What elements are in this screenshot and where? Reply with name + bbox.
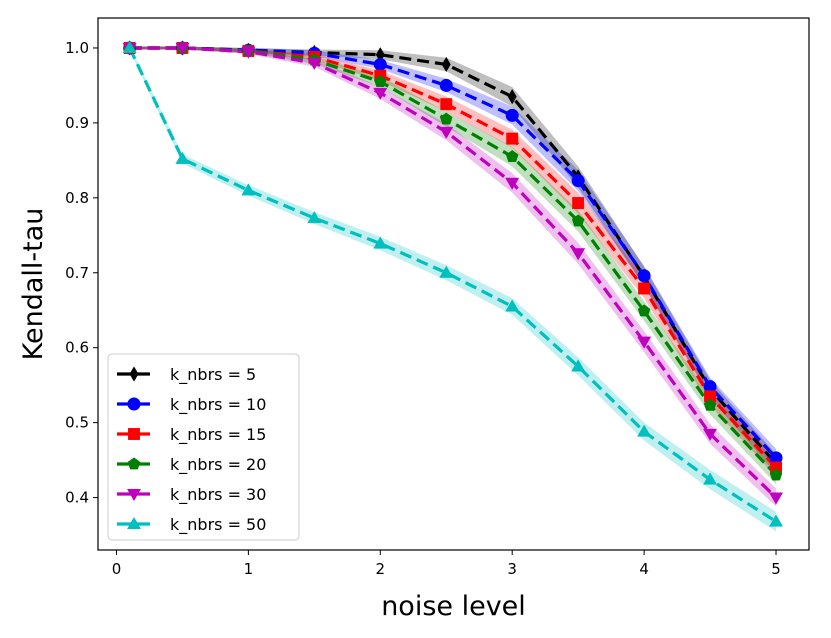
point-k-nbrs-50-2 [241, 183, 256, 196]
y-axis-title: Kendall-tau [18, 208, 49, 361]
point-k-nbrs-30-3 [307, 57, 322, 71]
legend-label-k-nbrs-15: k_nbrs = 15 [170, 425, 266, 445]
legend-label-k-nbrs-10: k_nbrs = 10 [170, 395, 266, 415]
legend-marker-k-nbrs-20 [127, 457, 141, 470]
legend-marker-k-nbrs-5 [129, 366, 139, 382]
point-k-nbrs-20-8 [637, 304, 651, 317]
legend-box [107, 353, 300, 541]
point-k-nbrs-20-6 [505, 150, 519, 162]
y-tick-label-3: 0.7 [65, 264, 89, 282]
point-k-nbrs-30-5 [439, 126, 454, 139]
y-tick-label-4: 0.8 [65, 189, 89, 207]
legend-marker-k-nbrs-15 [128, 428, 140, 440]
point-k-nbrs-20-9 [703, 398, 717, 411]
x-tick-label-2: 2 [376, 560, 386, 578]
x-tick-label-3: 3 [507, 560, 517, 578]
legend-marker-k-nbrs-30 [126, 488, 142, 502]
point-k-nbrs-50-6 [505, 299, 520, 312]
point-k-nbrs-15-7 [572, 197, 585, 210]
point-k-nbrs-30-4 [373, 87, 388, 101]
point-k-nbrs-50-1 [175, 151, 190, 164]
point-k-nbrs-30-9 [703, 428, 718, 441]
point-k-nbrs-20-10 [769, 468, 783, 481]
point-k-nbrs-30-7 [571, 248, 586, 261]
point-k-nbrs-50-9 [703, 472, 718, 485]
point-k-nbrs-15-6 [506, 132, 519, 145]
legend-label-k-nbrs-30: k_nbrs = 30 [170, 485, 266, 505]
x-tick-label-1: 1 [244, 560, 254, 578]
point-k-nbrs-30-8 [637, 336, 652, 349]
point-k-nbrs-30-1 [175, 42, 190, 56]
point-k-nbrs-50-4 [373, 236, 388, 249]
point-k-nbrs-20-5 [439, 112, 453, 125]
x-tick-label-5: 5 [771, 560, 781, 578]
point-k-nbrs-10-8 [637, 269, 651, 283]
x-axis-title: noise level [381, 591, 526, 622]
point-k-nbrs-20-4 [374, 75, 387, 88]
y-tick-label-5: 0.9 [65, 114, 89, 132]
x-axis-ticks: 0 1 2 3 4 5 [112, 550, 781, 578]
point-k-nbrs-50-5 [439, 265, 454, 278]
point-k-nbrs-10-4 [373, 57, 387, 71]
band-k-nbrs-50 [129, 45, 777, 532]
point-k-nbrs-10-6 [505, 108, 519, 122]
x-tick-label-0: 0 [112, 560, 122, 578]
y-tick-label-1: 0.5 [65, 414, 89, 432]
point-k-nbrs-10-7 [571, 174, 585, 188]
y-tick-label-2: 0.6 [65, 339, 89, 357]
legend: k_nbrs = 5 k_nbrs = 10 k_nbrs = 15 k_nbrs =… [107, 353, 300, 541]
point-k-nbrs-10-5 [439, 78, 453, 92]
legend-label-k-nbrs-5: k_nbrs = 5 [170, 365, 256, 385]
point-k-nbrs-50-7 [571, 359, 586, 372]
plot-frame [97, 17, 810, 551]
legend-label-k-nbrs-50: k_nbrs = 50 [170, 515, 266, 535]
y-tick-label-0: 0.4 [65, 489, 89, 507]
point-k-nbrs-5-5 [441, 56, 451, 73]
point-k-nbrs-20-7 [571, 214, 585, 227]
point-k-nbrs-50-3 [307, 210, 322, 224]
point-k-nbrs-50-10 [768, 514, 784, 527]
legend-marker-k-nbrs-10 [127, 397, 141, 411]
y-tick-label-6: 1.0 [65, 39, 89, 57]
y-axis-ticks: 0.4 0.5 0.6 0.7 0.8 0.9 1.0 [65, 39, 98, 507]
point-k-nbrs-15-8 [638, 282, 651, 295]
point-k-nbrs-5-6 [507, 88, 517, 105]
legend-marker-k-nbrs-50 [126, 516, 142, 530]
x-tick-label-4: 4 [639, 560, 649, 578]
point-k-nbrs-15-5 [440, 98, 453, 111]
line-k-nbrs-50 [128, 47, 777, 523]
series-markers [122, 40, 784, 527]
point-k-nbrs-30-10 [768, 492, 784, 505]
point-k-nbrs-50-8 [637, 424, 652, 437]
point-k-nbrs-30-6 [505, 177, 520, 190]
legend-label-k-nbrs-20: k_nbrs = 20 [170, 455, 266, 475]
point-k-nbrs-30-2 [241, 46, 256, 59]
point-k-nbrs-50-0 [122, 40, 137, 54]
point-k-nbrs-15-9 [704, 390, 717, 403]
